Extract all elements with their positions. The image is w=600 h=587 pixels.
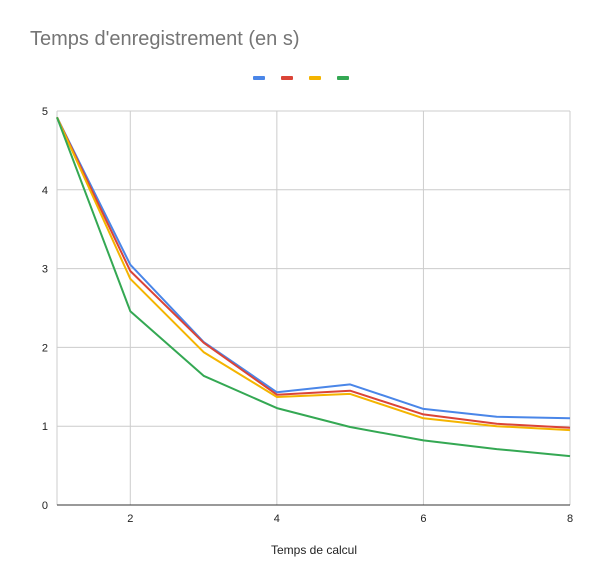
x-tick-label: 4 [274, 513, 280, 525]
y-tick-label: 5 [42, 106, 48, 118]
x-axis-title: Temps de calcul [270, 543, 358, 557]
legend-swatch-3 [309, 76, 321, 80]
y-tick-label: 4 [42, 185, 48, 197]
legend-swatch-1 [253, 76, 265, 80]
y-tick-label: 3 [42, 264, 48, 276]
legend-swatch-4 [337, 76, 349, 80]
x-tick-label: 6 [420, 513, 426, 525]
y-tick-label: 0 [42, 500, 48, 512]
series-line-2 [56, 116, 571, 429]
x-tick-label: 2 [127, 513, 133, 525]
series-line-4 [56, 116, 571, 458]
y-tick-label: 2 [42, 342, 48, 354]
legend [253, 76, 349, 80]
series-line-3 [56, 116, 571, 432]
x-tick-label: 8 [567, 513, 573, 525]
y-tick-label: 1 [42, 421, 48, 433]
series-line-1 [56, 116, 571, 420]
chart-title: Temps d'enregistrement (en s) [30, 28, 300, 50]
legend-swatch-2 [281, 76, 293, 80]
